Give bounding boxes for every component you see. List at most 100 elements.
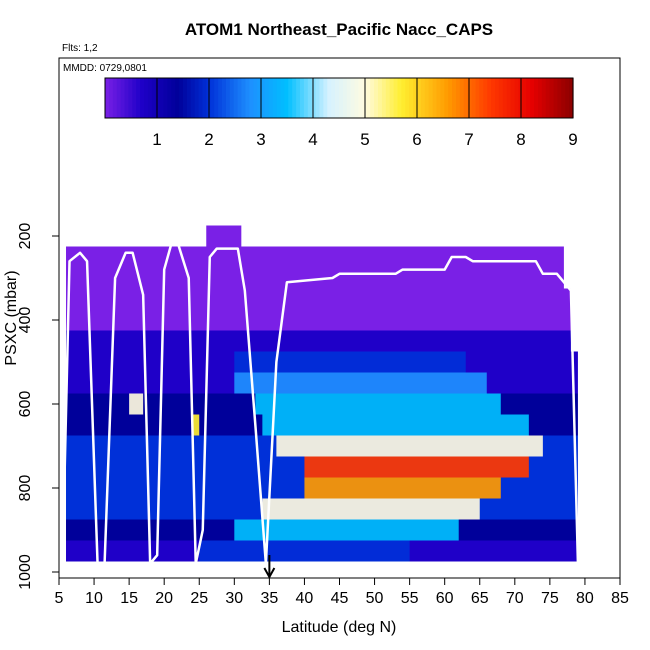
colorbar-segment <box>108 78 114 118</box>
colorbar-segment <box>311 78 317 118</box>
colorbar-segment <box>280 78 285 118</box>
colorbar-segment <box>506 78 512 118</box>
colorbar-segment <box>175 78 180 118</box>
colorbar-segment <box>155 78 161 118</box>
colorbar-tick-label: 6 <box>412 130 421 149</box>
x-tick-label: 85 <box>611 590 629 607</box>
heat-hotspot <box>262 414 529 436</box>
colorbar-segment <box>249 78 254 118</box>
colorbar-segment <box>214 78 219 118</box>
colorbar-segment <box>339 78 344 118</box>
heat-hotspot <box>304 477 501 499</box>
flight-track-line <box>61 243 580 565</box>
colorbar-segment <box>428 78 434 118</box>
colorbar-segment <box>319 78 324 118</box>
colorbar-segment <box>225 78 231 118</box>
colorbar-segment <box>210 78 215 118</box>
colorbar-tick-label: 3 <box>256 130 265 149</box>
colorbar-segment <box>296 78 301 118</box>
colorbar-segment <box>385 78 391 118</box>
colorbar-segment <box>526 78 531 118</box>
colorbar-segment <box>128 78 133 118</box>
y-axis-label: PSXC (mbar) <box>3 270 20 365</box>
colorbar-segment <box>354 78 360 118</box>
colorbar-segment <box>229 78 235 118</box>
colorbar-segment <box>198 78 204 118</box>
colorbar-segment <box>120 78 126 118</box>
colorbar-segment <box>541 78 547 118</box>
colorbar-tick-label: 2 <box>204 130 213 149</box>
colorbar-segment <box>401 78 406 118</box>
x-tick-label: 45 <box>331 590 349 607</box>
y-tick-label: 1000 <box>17 554 34 590</box>
x-tick-label: 5 <box>55 590 64 607</box>
colorbar-tick-label: 1 <box>152 130 161 149</box>
colorbar-segment <box>452 78 457 118</box>
colorbar-segment <box>268 78 274 118</box>
colorbar-segment <box>378 78 383 118</box>
dates-annotation: MMDD: 0729,0801 <box>63 63 147 74</box>
axes: 5 10 15 20 25 30 35 40 45 50 55 60 65 70 75 80 85 200 400 6… <box>17 223 629 607</box>
colorbar-segment <box>276 78 282 118</box>
colorbar-segment <box>183 78 188 118</box>
x-tick-label: 75 <box>541 590 559 607</box>
colorbar-segment <box>323 78 328 118</box>
colorbar-segment <box>459 78 465 118</box>
colorbar-segment <box>272 78 278 118</box>
colorbar-segment <box>565 78 570 118</box>
colorbar-segment <box>261 78 266 118</box>
colorbar-tick-label: 5 <box>360 130 369 149</box>
colorbar-segment <box>346 78 352 118</box>
colorbar-segment <box>444 78 449 118</box>
x-tick-label: 65 <box>471 590 489 607</box>
colorbar-segment <box>487 78 492 118</box>
colorbar-segment <box>432 78 438 118</box>
heat-hotspot <box>234 519 459 541</box>
colorbar-segment <box>190 78 196 118</box>
colorbar-segment <box>456 78 461 118</box>
colorbar-segment <box>553 78 558 118</box>
heat-hotspot <box>262 498 480 520</box>
colorbar-segment <box>448 78 453 118</box>
y-tick-label: 800 <box>17 475 34 502</box>
colorbar-tick-label: 9 <box>568 130 577 149</box>
colorbar-segment <box>300 78 305 118</box>
colorbar-segment <box>479 78 484 118</box>
colorbar-segment <box>366 78 371 118</box>
colorbar-segment <box>502 78 508 118</box>
colorbar-segment <box>483 78 488 118</box>
colorbar-segment <box>374 78 379 118</box>
colorbar-segment <box>413 78 418 118</box>
x-tick-label: 20 <box>155 590 173 607</box>
colorbar-segment <box>436 78 441 118</box>
heat-hotspot <box>199 540 410 562</box>
colorbar-segment <box>471 78 477 118</box>
colorbar-segment <box>440 78 445 118</box>
colorbar-segment <box>389 78 395 118</box>
colorbar-segment <box>409 78 414 118</box>
x-tick-label: 80 <box>576 590 594 607</box>
colorbar-segment <box>257 78 262 118</box>
x-tick-label: 40 <box>296 590 314 607</box>
colorbar-segment <box>393 78 399 118</box>
colorbar-segment <box>370 78 375 118</box>
heat-cell <box>66 309 571 331</box>
heat-hotspot <box>192 414 200 436</box>
colorbar-segment <box>495 78 500 118</box>
colorbar-segment <box>307 78 313 118</box>
x-tick-label: 50 <box>366 590 384 607</box>
colorbar-segment <box>537 78 543 118</box>
colorbar-segment <box>510 78 516 118</box>
heat-hotspot <box>255 393 501 415</box>
colorbar-segment <box>140 78 145 118</box>
colorbar: 1 2 3 4 5 6 7 8 9 <box>104 77 578 149</box>
flights-annotation: Flts: 1,2 <box>62 43 98 54</box>
heat-cell <box>66 288 571 310</box>
colorbar-segment <box>463 78 469 118</box>
colorbar-segment <box>331 78 336 118</box>
colorbar-segment <box>264 78 270 118</box>
colorbar-segment <box>144 78 149 118</box>
plot-frame <box>58 57 621 579</box>
colorbar-segment <box>233 78 239 118</box>
colorbar-segment <box>467 78 473 118</box>
